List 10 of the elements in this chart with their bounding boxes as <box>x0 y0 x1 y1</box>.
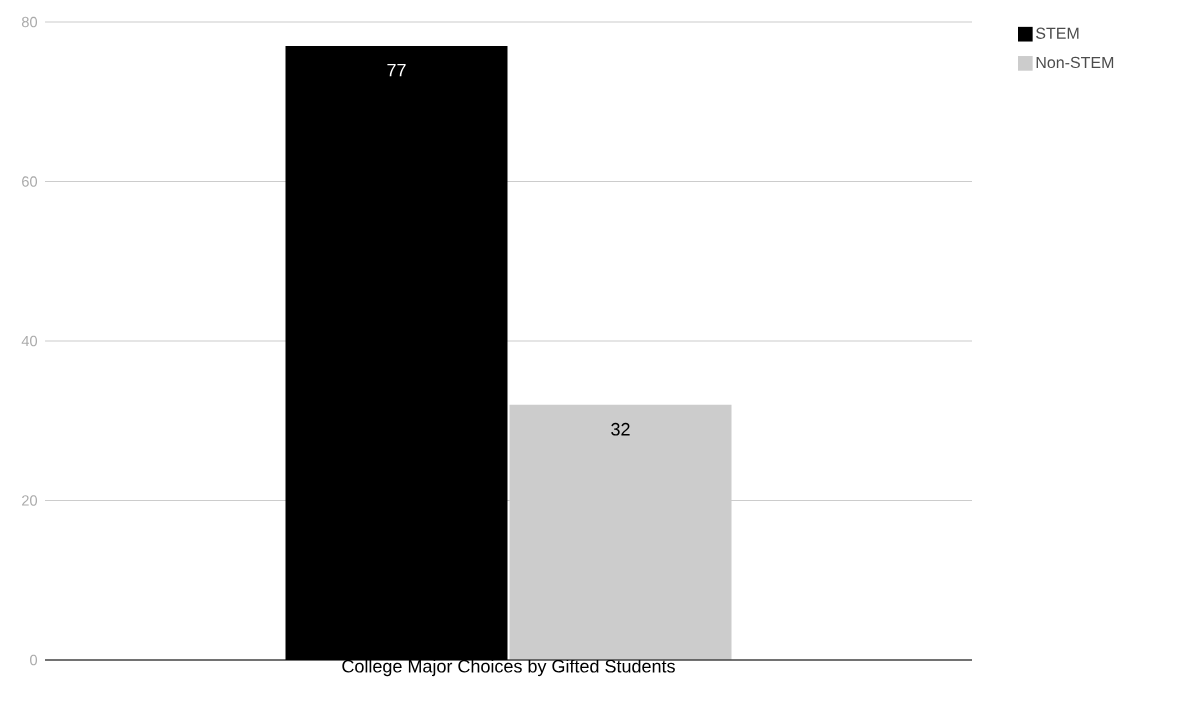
data-label: 77 <box>387 63 406 77</box>
y-tick-label: 80 <box>21 16 38 28</box>
x-tick-label: College Major Choices by Gifted Students <box>342 659 675 677</box>
legend-label: STEM <box>1036 27 1079 39</box>
y-tick-label: 60 <box>22 176 38 187</box>
y-tick-label: 20 <box>22 495 38 506</box>
y-tick-label: 40 <box>21 335 38 347</box>
legend-label: Non-STEM <box>1036 56 1114 69</box>
data-label: 32 <box>611 422 630 436</box>
y-tick-label: 0 <box>30 654 38 666</box>
